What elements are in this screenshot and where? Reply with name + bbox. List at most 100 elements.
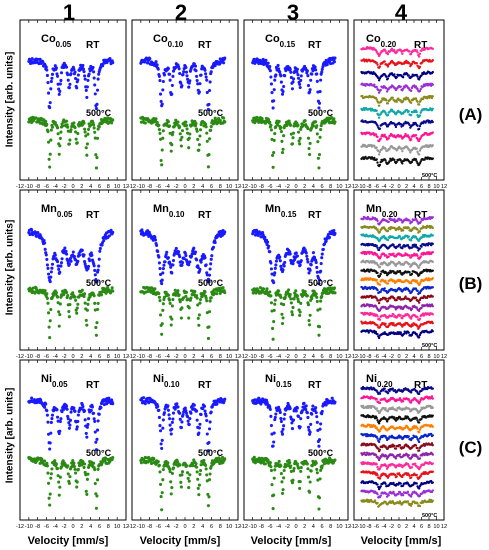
hot-spectrum-point: [280, 321, 285, 326]
hot-spectrum-point: [75, 141, 79, 145]
stacked-spectrum-point: [431, 276, 434, 280]
stacked-spectrum-point: [431, 59, 434, 62]
x-tick-label: 10: [226, 524, 232, 530]
hot-spectrum-point: [303, 289, 307, 294]
hot-spectrum-point: [76, 302, 80, 306]
hot-spectrum-point: [50, 467, 54, 471]
rt-spectrum-point: [309, 263, 313, 267]
stacked-spectrum-point: [414, 134, 418, 137]
hot-spectrum-point: [47, 157, 51, 161]
rt-spectrum-point: [166, 256, 170, 260]
x-axis-label-col-2: Velocity [mm/s]: [139, 535, 221, 547]
x-tick-label: -2: [174, 184, 179, 190]
rt-spectrum-point: [198, 422, 202, 426]
hot-spectrum-point: [61, 124, 65, 128]
rt-spectrum-point: [211, 245, 216, 249]
rt-spectrum-point: [159, 99, 163, 103]
rt-spectrum-point: [315, 79, 319, 83]
rt-spectrum-point: [95, 88, 100, 92]
x-tick-label: -2: [62, 524, 67, 530]
rt-spectrum-point: [96, 419, 100, 423]
stacked-spectrum-point: [386, 102, 390, 105]
rt-spectrum-point: [90, 405, 95, 409]
rt-spectrum-point: [98, 246, 102, 251]
rt-spectrum-point: [49, 87, 53, 91]
rt-spectrum-point: [271, 106, 275, 110]
rt-spectrum-point: [55, 72, 59, 76]
rt-spectrum-point: [272, 99, 276, 103]
stacked-spectrum-point: [378, 150, 382, 154]
rt-spectrum-point: [264, 58, 268, 62]
stacked-spectrum-point: [377, 91, 381, 94]
hot-spectrum-point: [177, 293, 181, 297]
hot-spectrum-point: [170, 133, 174, 137]
hot-spectrum-point: [195, 465, 199, 469]
rt-spectrum-point: [58, 429, 62, 433]
x-tick-label: 6: [210, 184, 213, 190]
hot-spectrum-point: [320, 294, 324, 299]
hot-spectrum-point: [215, 292, 219, 296]
stacked-spectrum-point: [399, 331, 402, 334]
hot-spectrum-point: [95, 494, 99, 498]
hot-spectrum-point: [95, 478, 100, 482]
rt-spectrum-point: [94, 106, 98, 111]
rt-label: RT: [308, 210, 321, 221]
rt-spectrum-point: [160, 102, 164, 106]
stacked-spectrum-point: [415, 147, 418, 150]
stacked-spectrum-point: [398, 235, 402, 238]
hot-spectrum-point: [157, 463, 161, 467]
rt-spectrum-point: [208, 267, 212, 271]
x-tick-label: 0: [183, 184, 186, 190]
rt-spectrum-point: [199, 413, 203, 417]
hot-spectrum-point: [158, 482, 163, 486]
rt-spectrum-point: [94, 440, 98, 444]
hot-spectrum-point: [207, 310, 212, 314]
rt-spectrum-point: [333, 231, 337, 236]
hot-spectrum-point: [273, 298, 277, 302]
rt-spectrum-point: [49, 420, 53, 424]
hot-spectrum-point: [204, 296, 208, 300]
rt-spectrum-point: [160, 278, 164, 282]
rt-spectrum-point: [161, 79, 165, 84]
rt-spectrum-point: [168, 417, 172, 421]
rt-spectrum-point: [184, 70, 189, 74]
hot-spectrum-point: [80, 288, 84, 292]
hot-spectrum-point: [197, 483, 201, 487]
rt-spectrum-point: [189, 411, 193, 415]
hot-spectrum-point: [194, 462, 198, 466]
rt-spectrum-point: [111, 402, 115, 406]
hot-spectrum-point: [179, 138, 183, 142]
rt-spectrum-point: [170, 271, 174, 275]
rt-spectrum-point: [205, 432, 209, 436]
hot-spectrum-point: [57, 324, 61, 328]
hot-spectrum-point: [169, 492, 173, 496]
stacked-spectrum-point: [431, 144, 434, 147]
rt-spectrum-point: [298, 82, 302, 86]
x-tick-label: 10: [114, 184, 120, 190]
rt-spectrum-point: [44, 65, 48, 69]
rt-spectrum-point: [48, 280, 52, 284]
stacked-spectrum-point: [431, 330, 434, 333]
hot-spectrum-point: [56, 301, 60, 305]
hot-spectrum-point: [83, 301, 87, 305]
hot-spectrum-point: [197, 323, 201, 327]
rt-spectrum-point: [207, 273, 212, 277]
hot-spectrum-point: [95, 156, 99, 160]
hot-spectrum-point: [157, 295, 161, 299]
rt-spectrum-point: [197, 90, 201, 94]
rt-spectrum-point: [93, 92, 97, 96]
x-tick-label: -12: [350, 184, 358, 190]
rt-spectrum-point: [320, 70, 324, 74]
hot-spectrum-point: [85, 308, 89, 312]
hot-spectrum-point: [188, 473, 192, 477]
hot-spectrum-point: [94, 153, 98, 157]
rt-spectrum-point: [269, 261, 273, 265]
x-tick-label: -4: [382, 354, 387, 360]
stacked-spectrum-point: [395, 160, 398, 164]
hot-spectrum-point: [65, 290, 69, 295]
x-tick-label: 12: [123, 184, 129, 190]
stacked-spectrum-point: [431, 321, 434, 325]
rt-spectrum-point: [197, 426, 201, 430]
x-tick-label: 6: [98, 184, 101, 190]
